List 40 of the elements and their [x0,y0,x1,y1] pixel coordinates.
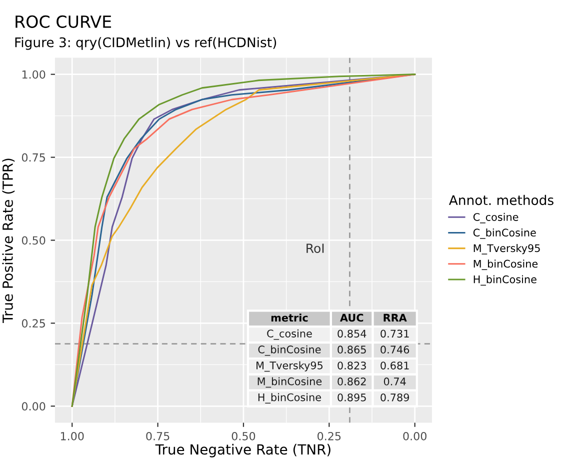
chart-title: ROC CURVE [16,15,112,28]
y-tick-label: 0.75 [22,153,45,162]
annotation: metric [271,314,308,322]
y-axis-title: True Positive Rate (TPR) [2,158,15,324]
annotation: 0.746 [380,346,410,354]
annotation: 0.823 [338,362,366,370]
y-tick-label: 0.50 [22,236,46,245]
legend-label: M_binCosine [474,260,538,270]
x-axis-title: True Negative Rate (TNR) [155,444,330,458]
legend-label: M_Tversky95 [474,244,540,254]
legend-title: Annot. methods [448,194,554,206]
x-tick-label: 0.50 [232,432,256,440]
y-tick-label: 1.00 [22,70,46,79]
annotation: 0.865 [338,346,366,354]
x-tick-label: 0.00 [403,432,426,440]
annotation: M_binCosine [258,377,322,388]
annotation: 0.854 [338,330,366,338]
annotation: M_Tversky95 [256,361,323,372]
annotation: C_cosine [267,329,312,340]
x-tick-label: 0.25 [318,432,341,440]
x-tick-label: 0.75 [146,432,170,440]
annotation: 0.789 [380,393,410,402]
annotation: H_binCosine [258,393,321,404]
legend-label: C_cosine [473,212,518,224]
annotation: 0.74 [384,378,406,386]
annotation: 0.862 [338,378,366,386]
annotation: AUC [340,314,364,322]
annotation: RoI [306,244,324,253]
annotation: 0.731 [380,330,409,338]
line-series [71,74,416,407]
annotation: C_binCosine [258,345,321,356]
annotation: RRA [384,314,407,322]
x-tick-label: 1.00 [60,432,84,440]
legend-label: H_binCosine [474,275,536,286]
annotation: 0.895 [338,393,366,402]
chart-subtitle: Figure 3: qry(CIDMetlin) vs ref(HCDNist) [15,37,276,50]
y-tick-label: 0.00 [22,402,46,411]
annotation: 0.681 [380,362,409,370]
legend-label: C_binCosine [473,228,536,239]
y-tick-label: 0.25 [22,319,45,328]
